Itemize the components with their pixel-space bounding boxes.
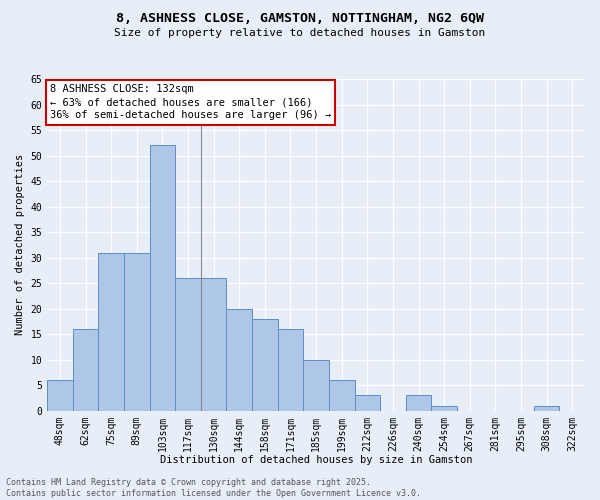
Bar	[175, 278, 201, 410]
Bar	[47, 380, 73, 410]
Bar	[252, 319, 278, 410]
Text: 8, ASHNESS CLOSE, GAMSTON, NOTTINGHAM, NG2 6QW: 8, ASHNESS CLOSE, GAMSTON, NOTTINGHAM, N…	[116, 12, 484, 26]
Bar	[278, 329, 303, 410]
Bar	[124, 252, 149, 410]
Bar	[149, 146, 175, 410]
Text: Size of property relative to detached houses in Gamston: Size of property relative to detached ho…	[115, 28, 485, 38]
Bar	[431, 406, 457, 410]
Bar	[406, 396, 431, 410]
Text: Contains HM Land Registry data © Crown copyright and database right 2025.
Contai: Contains HM Land Registry data © Crown c…	[6, 478, 421, 498]
Y-axis label: Number of detached properties: Number of detached properties	[15, 154, 25, 336]
Bar	[98, 252, 124, 410]
Bar	[329, 380, 355, 410]
X-axis label: Distribution of detached houses by size in Gamston: Distribution of detached houses by size …	[160, 455, 472, 465]
Bar	[226, 308, 252, 410]
Bar	[201, 278, 226, 410]
Bar	[73, 329, 98, 410]
Text: 8 ASHNESS CLOSE: 132sqm
← 63% of detached houses are smaller (166)
36% of semi-d: 8 ASHNESS CLOSE: 132sqm ← 63% of detache…	[50, 84, 331, 120]
Bar	[303, 360, 329, 410]
Bar	[534, 406, 559, 410]
Bar	[355, 396, 380, 410]
